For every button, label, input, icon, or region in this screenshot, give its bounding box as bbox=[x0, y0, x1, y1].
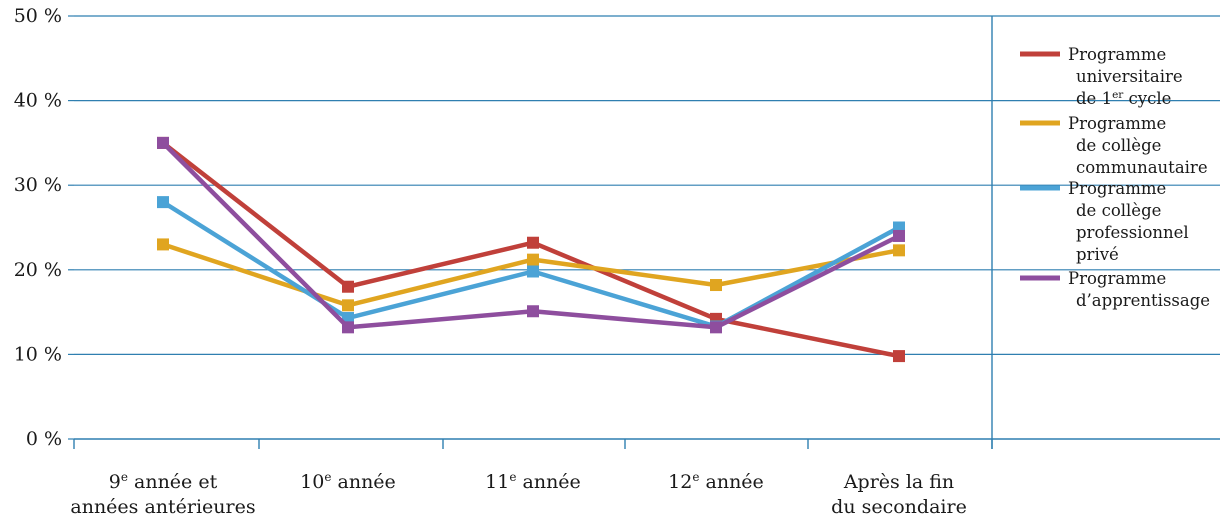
data-point bbox=[157, 136, 169, 149]
data-point bbox=[710, 321, 722, 334]
legend-item-2: Programme de collège communautaire bbox=[1020, 114, 1208, 177]
legend-label: Programme bbox=[1068, 179, 1166, 198]
y-tick-label: 50 % bbox=[14, 5, 62, 27]
gridlines bbox=[74, 15, 1220, 355]
data-point bbox=[527, 305, 539, 318]
x-tick-label: 10e année bbox=[300, 470, 396, 493]
axes bbox=[74, 16, 1220, 449]
data-point bbox=[893, 244, 905, 257]
series-line-1 bbox=[161, 141, 900, 359]
data-point bbox=[157, 196, 169, 209]
legend-item-1: Programme universitaire de 1er cycle bbox=[1020, 45, 1183, 108]
x-tick-label: 11e année bbox=[485, 470, 581, 493]
legend-item-4: Programme d’apprentissage bbox=[1020, 269, 1210, 310]
y-tick-label: 20 % bbox=[14, 259, 62, 281]
y-tick-label: 30 % bbox=[14, 174, 62, 196]
y-tick-label: 0 % bbox=[26, 428, 62, 450]
series-lines bbox=[157, 136, 905, 363]
legend-label: Programme bbox=[1068, 114, 1166, 133]
y-axis-ticks: 0 % 10 % 20 % 30 % 40 % 50 % bbox=[14, 5, 74, 450]
legend-label: privé bbox=[1076, 245, 1119, 264]
series-line-4 bbox=[161, 141, 901, 330]
x-tick-label: 12e année bbox=[668, 470, 764, 493]
legend-label: universitaire bbox=[1076, 67, 1183, 86]
x-tick-label: du secondaire bbox=[831, 496, 967, 518]
x-tick-label: années antérieures bbox=[70, 496, 255, 518]
data-point bbox=[527, 253, 539, 266]
data-point bbox=[342, 321, 354, 334]
data-point bbox=[157, 238, 169, 251]
legend-label: professionnel bbox=[1076, 223, 1189, 242]
legend-label: d’apprentissage bbox=[1076, 291, 1210, 310]
data-point bbox=[710, 279, 722, 292]
data-point bbox=[893, 229, 905, 242]
legend-label: Programme bbox=[1068, 269, 1166, 288]
legend-label: de 1er cycle bbox=[1076, 89, 1171, 108]
data-point bbox=[342, 312, 354, 325]
data-point bbox=[342, 299, 354, 312]
x-tick-label: 9e année et bbox=[109, 470, 218, 493]
legend-label: de collège bbox=[1076, 201, 1161, 220]
y-tick-label: 40 % bbox=[14, 90, 62, 112]
x-axis-ticks: 9e année et années antérieures 10e année 11… bbox=[70, 439, 993, 518]
legend-label: communautaire bbox=[1076, 158, 1208, 177]
x-tick-label: Après la fin bbox=[843, 471, 954, 493]
data-point bbox=[527, 265, 539, 278]
legend-item-3: Programme de collège professionnel privé bbox=[1020, 179, 1189, 264]
y-tick-label: 10 % bbox=[14, 343, 62, 365]
data-point bbox=[527, 236, 539, 249]
legend-label: Programme bbox=[1068, 45, 1166, 64]
data-point bbox=[342, 280, 354, 293]
data-point bbox=[893, 350, 905, 363]
legend-label: de collège bbox=[1076, 136, 1161, 155]
